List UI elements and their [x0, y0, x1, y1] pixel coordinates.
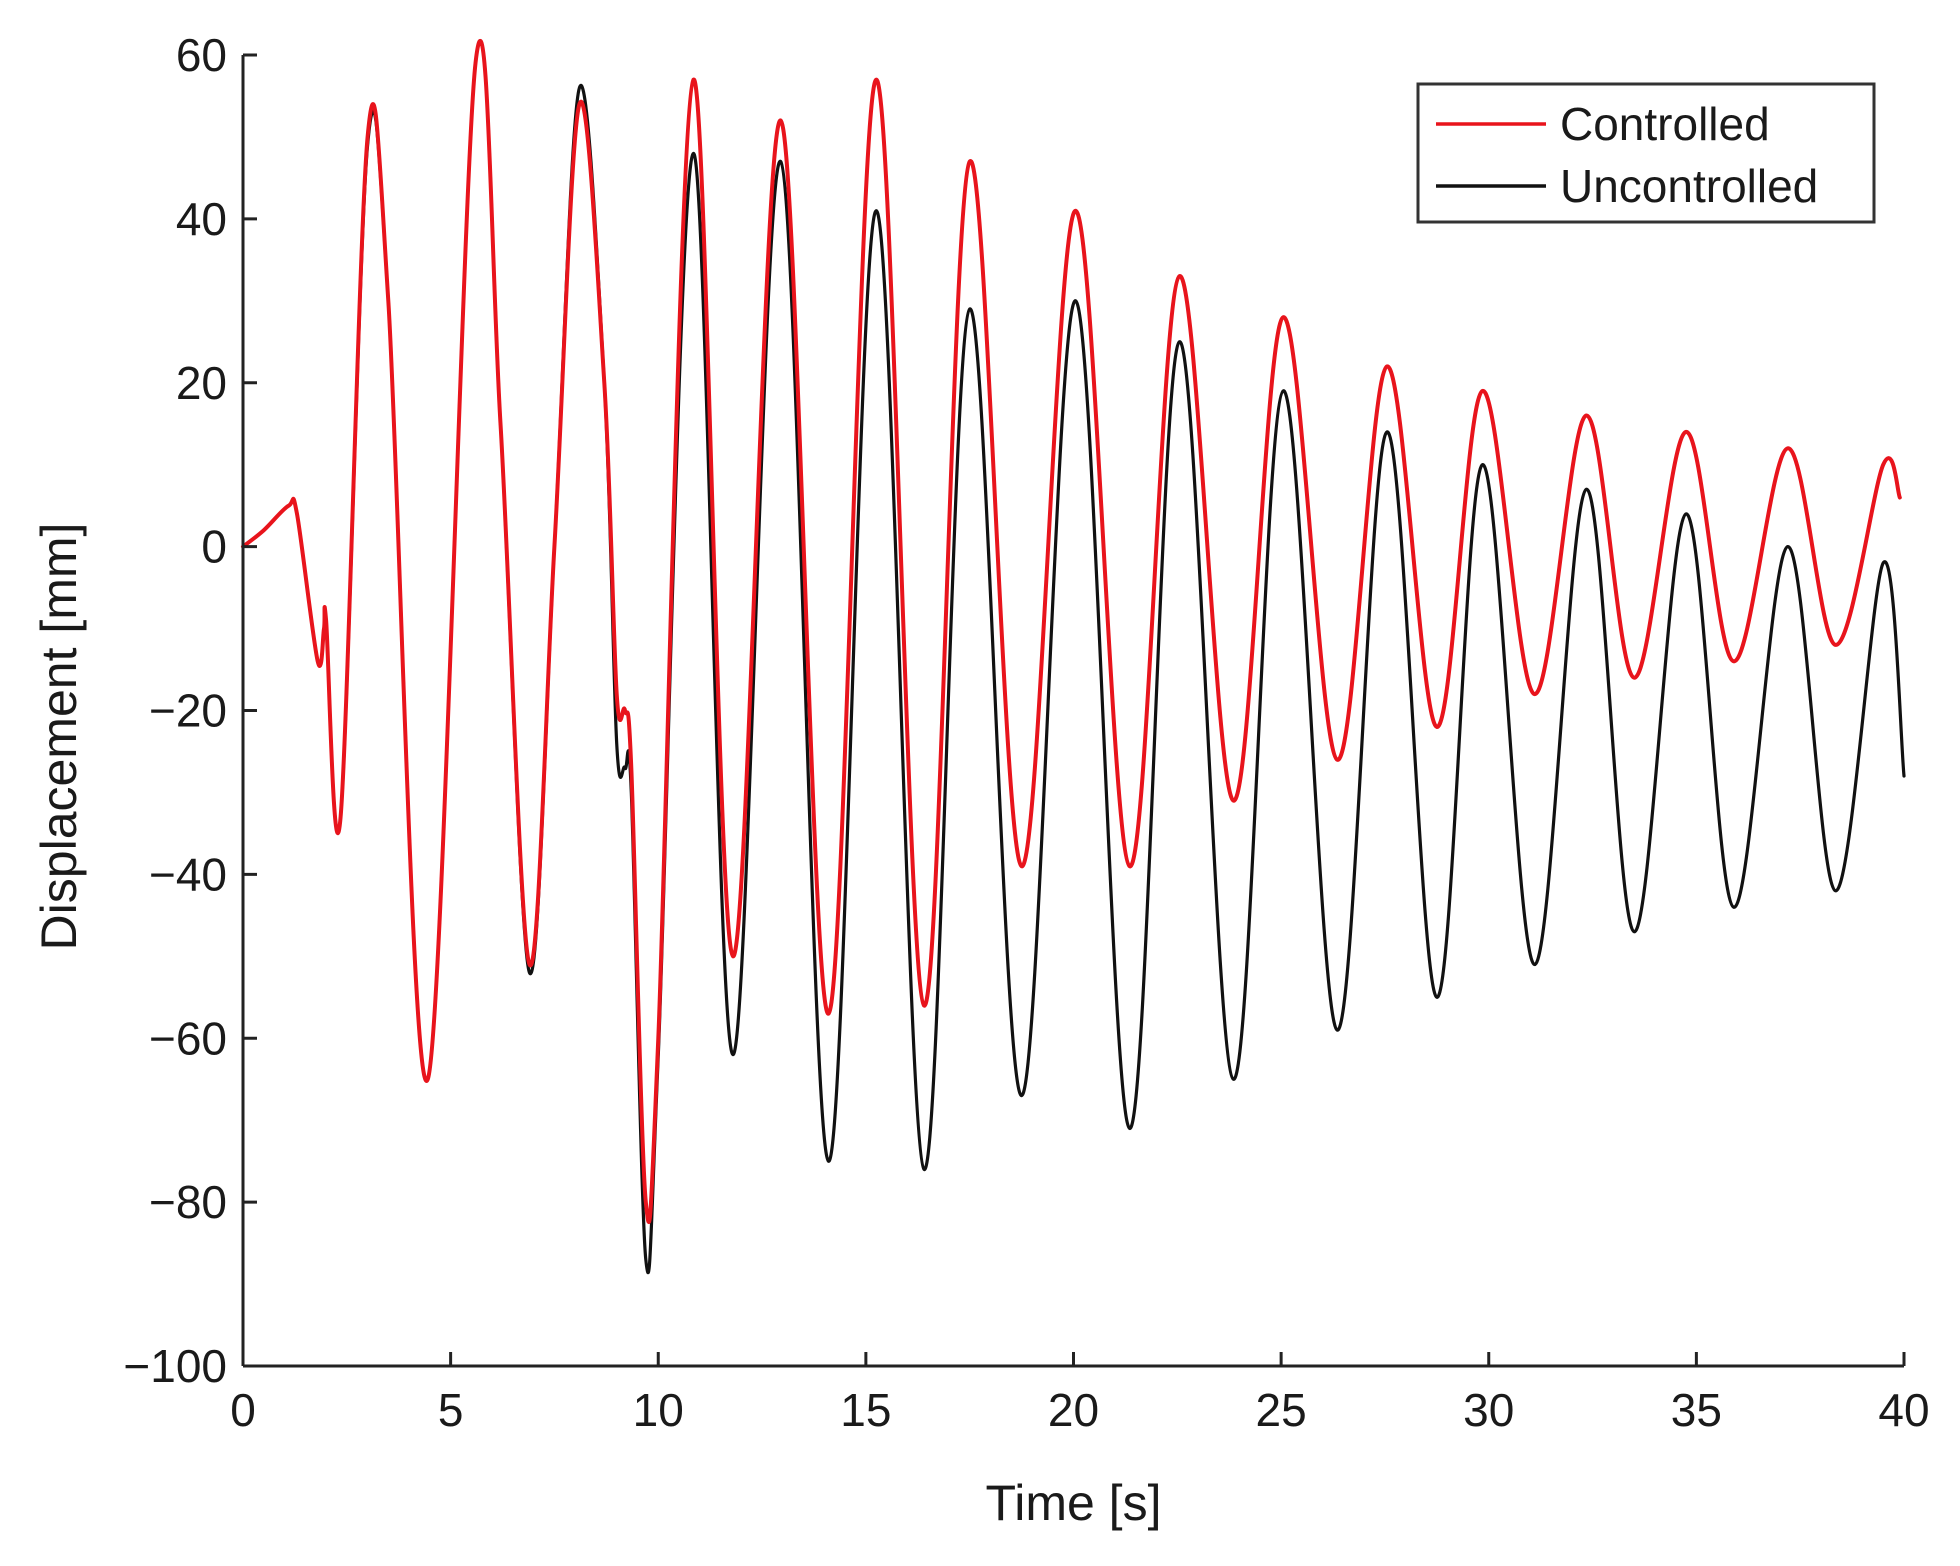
series-layer [241, 39, 1906, 1275]
x-tick-label: 5 [438, 1384, 464, 1436]
y-tick-label: −80 [149, 1176, 227, 1228]
y-tick-label: 20 [176, 357, 227, 409]
x-tick-label: 10 [633, 1384, 684, 1436]
x-tick-label: 0 [230, 1384, 256, 1436]
y-tick-label: −40 [149, 848, 227, 900]
y-tick-label: −60 [149, 1012, 227, 1064]
y-tick-label: 60 [176, 29, 227, 81]
series-line-controlled [241, 39, 1902, 1224]
x-tick-label: 25 [1256, 1384, 1307, 1436]
y-tick-label: 40 [176, 193, 227, 245]
x-tick-label: 40 [1878, 1384, 1929, 1436]
x-tick-label: 35 [1671, 1384, 1722, 1436]
ticks-layer: 0 5 10 15 20 25 30 35 40 −100 −80 −60 −40 −20 0 20 40 60 [123, 29, 1929, 1436]
legend-label-uncontrolled: Uncontrolled [1560, 160, 1818, 212]
y-tick-label: −100 [123, 1340, 227, 1392]
x-tick-label: 30 [1463, 1384, 1514, 1436]
legend-box [1416, 82, 1876, 224]
x-tick-label: 15 [840, 1384, 891, 1436]
y-tick-label: 0 [201, 521, 227, 573]
y-axis-title: Displacement [mm] [31, 523, 87, 951]
legend-label-controlled: Controlled [1560, 98, 1770, 150]
y-tick-label: −20 [149, 685, 227, 737]
legend: Controlled Uncontrolled [1416, 82, 1876, 224]
x-tick-label: 20 [1048, 1384, 1099, 1436]
x-axis-title: Time [s] [986, 1475, 1162, 1531]
